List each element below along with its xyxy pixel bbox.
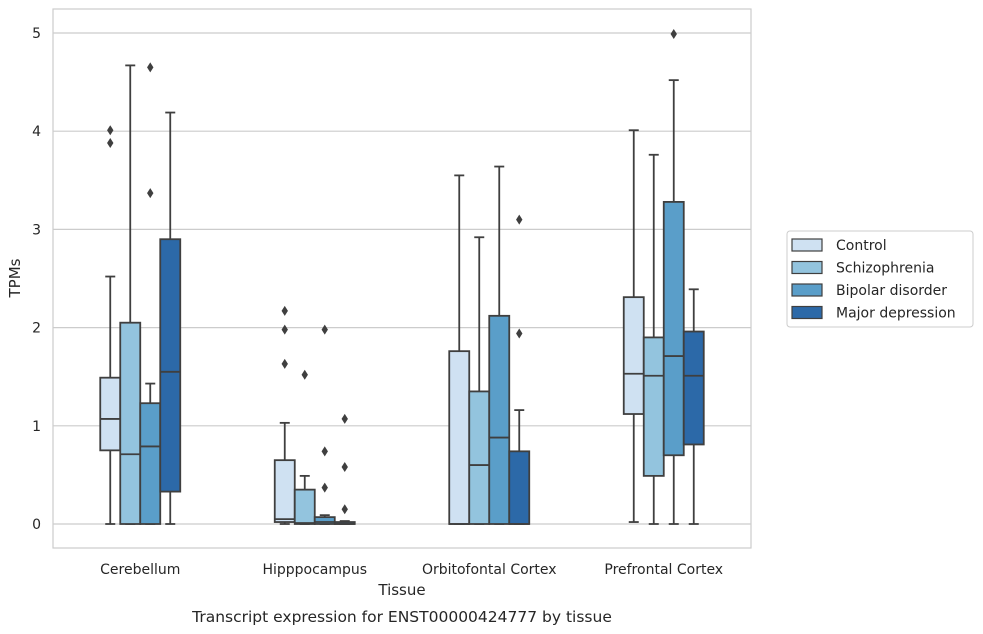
x-tick-label-1: Hipppocampus bbox=[262, 562, 367, 578]
legend-label-2: Bipolar disorder bbox=[836, 283, 947, 299]
outlier-point-2 bbox=[281, 305, 288, 316]
box-iqr bbox=[642, 336, 665, 477]
outlier-point-2 bbox=[321, 324, 328, 335]
legend-label-3: Major depression bbox=[836, 306, 956, 322]
legend-label-0: Control bbox=[836, 238, 887, 254]
box-iqr bbox=[448, 350, 471, 525]
box-iqr bbox=[682, 330, 705, 446]
box-3-3 bbox=[682, 288, 705, 525]
box-iqr bbox=[488, 314, 511, 525]
box-iqr bbox=[273, 459, 296, 523]
outlier-point-1 bbox=[516, 214, 523, 225]
outlier-point-1 bbox=[281, 324, 288, 335]
y-axis-ticks: 0 1 2 3 4 5 bbox=[32, 26, 41, 533]
outlier-point-2 bbox=[341, 413, 348, 424]
box-0-0 bbox=[99, 125, 122, 525]
box-iqr bbox=[119, 321, 142, 525]
outlier-point-1 bbox=[321, 446, 328, 457]
outlier-point-0 bbox=[147, 188, 154, 199]
x-axis-label: Tissue bbox=[377, 581, 425, 599]
box-1-2 bbox=[313, 324, 336, 525]
outlier-point-1 bbox=[147, 62, 154, 73]
box-iqr bbox=[99, 376, 122, 452]
y-tick-label-5: 5 bbox=[32, 26, 41, 42]
box-0-2 bbox=[139, 62, 162, 525]
x-axis-ticks: Cerebellum Hipppocampus Orbitofontal Corte… bbox=[100, 562, 723, 578]
outlier-point-0 bbox=[107, 137, 114, 148]
y-tick-label-1: 1 bbox=[32, 419, 41, 435]
box-iqr bbox=[508, 450, 531, 525]
legend-label-1: Schizophrenia bbox=[836, 261, 934, 277]
box-3-0 bbox=[622, 129, 645, 523]
box-iqr bbox=[293, 488, 316, 525]
box-2-0 bbox=[448, 174, 471, 525]
outlier-point-1 bbox=[341, 462, 348, 473]
outlier-point-0 bbox=[281, 358, 288, 369]
box-iqr bbox=[313, 516, 336, 525]
box-iqr bbox=[468, 390, 491, 525]
box-1-1 bbox=[293, 369, 316, 525]
box-2-1 bbox=[468, 236, 491, 525]
outlier-point-0 bbox=[341, 504, 348, 515]
legend-swatch-2 bbox=[791, 283, 823, 297]
legend: Control Schizophrenia Bipolar disorder Majo… bbox=[786, 230, 974, 328]
y-tick-label-4: 4 bbox=[32, 124, 41, 140]
legend-swatch-1 bbox=[791, 260, 823, 275]
outlier-point-0 bbox=[301, 369, 308, 380]
box-iqr bbox=[159, 238, 182, 493]
box-iqr bbox=[139, 402, 162, 525]
outlier-point-0 bbox=[670, 28, 677, 39]
legend-frame bbox=[786, 230, 974, 328]
box-3-1 bbox=[642, 153, 665, 525]
chart-caption: Transcript expression for ENST0000042477… bbox=[191, 608, 612, 626]
box-1-0 bbox=[273, 305, 296, 525]
y-tick-label-3: 3 bbox=[32, 222, 41, 238]
legend-swatch-3 bbox=[791, 305, 823, 320]
box-3-2 bbox=[662, 28, 685, 525]
box-iqr bbox=[622, 296, 645, 415]
box-1-3 bbox=[333, 413, 356, 525]
outlier-point-0 bbox=[321, 482, 328, 493]
box-iqr bbox=[662, 201, 685, 457]
x-tick-label-2: Orbitofontal Cortex bbox=[422, 562, 557, 578]
boxes bbox=[99, 28, 705, 525]
y-tick-label-0: 0 bbox=[32, 517, 41, 533]
box-2-2 bbox=[488, 165, 511, 525]
y-axis-label: TPMs bbox=[6, 258, 24, 298]
box-0-1 bbox=[119, 64, 142, 525]
x-tick-label-0: Cerebellum bbox=[100, 562, 180, 578]
outlier-point-1 bbox=[107, 125, 114, 136]
plot-area-frame bbox=[52, 8, 752, 549]
legend-swatch-0 bbox=[791, 238, 823, 252]
box-0-3 bbox=[159, 111, 182, 525]
box-2-3 bbox=[508, 214, 531, 525]
x-tick-label-3: Prefrontal Cortex bbox=[604, 562, 723, 578]
outlier-point-0 bbox=[516, 328, 523, 339]
y-tick-label-2: 2 bbox=[32, 321, 41, 337]
